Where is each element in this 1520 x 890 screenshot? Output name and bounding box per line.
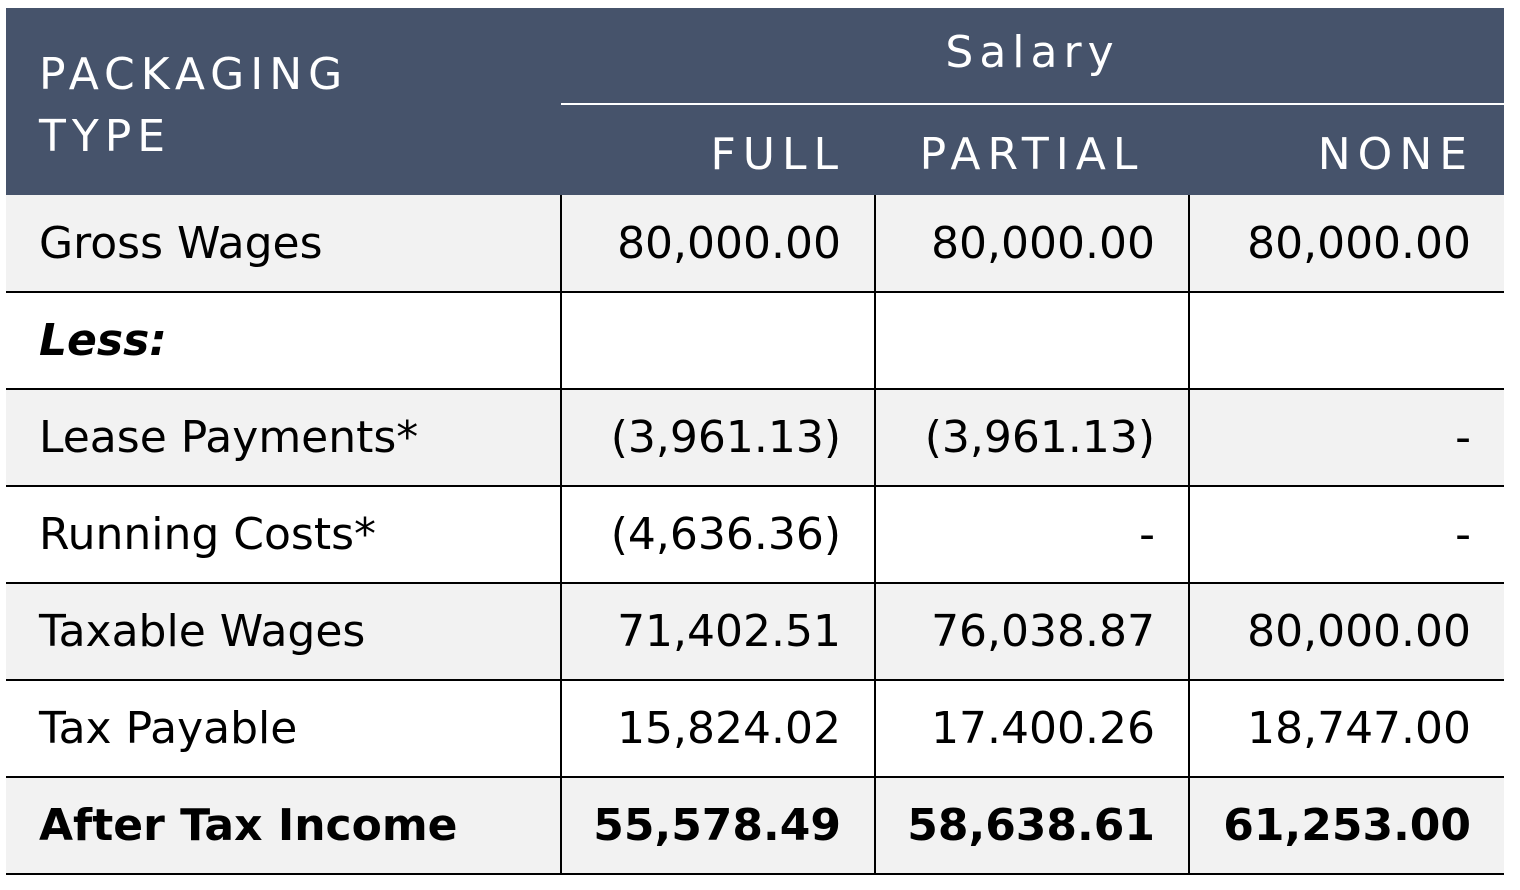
cell-partial: - — [874, 486, 1189, 584]
cell-partial — [874, 292, 1189, 390]
table-row-lease-payments: Lease Payments* (3,961.13) (3,961.13) - — [6, 389, 1505, 487]
row-label: Lease Payments* — [6, 389, 561, 487]
cell-full: (4,636.36) — [560, 486, 875, 584]
table-row-gross-wages: Gross Wages 80,000.00 80,000.00 80,000.0… — [6, 195, 1505, 293]
cell-full: 15,824.02 — [560, 680, 875, 778]
cell-full: 80,000.00 — [560, 195, 875, 293]
packaging-type-header-line1: PACKAGING — [39, 49, 349, 100]
column-header-none: NONE — [1317, 128, 1475, 180]
cell-none: - — [1187, 389, 1505, 487]
cell-partial: 76,038.87 — [874, 583, 1189, 681]
row-label: Tax Payable — [6, 680, 561, 778]
table-row-tax-payable: Tax Payable 15,824.02 17.400.26 18,747.0… — [6, 680, 1505, 778]
cell-none: 80,000.00 — [1187, 583, 1505, 681]
table-row-running-costs: Running Costs* (4,636.36) - - — [6, 486, 1505, 584]
cell-none: 80,000.00 — [1187, 195, 1505, 293]
salary-group-header: Salary — [561, 8, 1505, 105]
cell-partial: 80,000.00 — [874, 195, 1189, 293]
row-label: Taxable Wages — [6, 583, 561, 681]
salary-packaging-table: PACKAGING TYPE Salary FULL PARTIAL NONE G… — [6, 8, 1505, 875]
table-row-taxable-wages: Taxable Wages 71,402.51 76,038.87 80,000… — [6, 583, 1505, 681]
cell-full: (3,961.13) — [560, 389, 875, 487]
cell-full — [560, 292, 875, 390]
column-header-full: FULL — [710, 128, 845, 180]
header-row-top: PACKAGING TYPE Salary — [6, 8, 1505, 162]
cell-none: - — [1187, 486, 1505, 584]
cell-none: 61,253.00 — [1187, 777, 1505, 875]
cell-none — [1187, 292, 1505, 390]
row-label: Running Costs* — [6, 486, 561, 584]
cell-none: 18,747.00 — [1187, 680, 1505, 778]
cell-full: 71,402.51 — [560, 583, 875, 681]
cell-partial: (3,961.13) — [874, 389, 1189, 487]
row-label: After Tax Income — [6, 777, 561, 875]
table-row-after-tax-income: After Tax Income 55,578.49 58,638.61 61,… — [6, 777, 1505, 875]
cell-partial: 17.400.26 — [874, 680, 1189, 778]
cell-partial: 58,638.61 — [874, 777, 1189, 875]
cell-full: 55,578.49 — [560, 777, 875, 875]
packaging-type-header: PACKAGING TYPE — [6, 8, 561, 195]
row-label: Less: — [6, 292, 561, 390]
packaging-type-header-line2: TYPE — [39, 111, 172, 162]
column-header-partial: PARTIAL — [919, 128, 1145, 180]
table-row-less: Less: — [6, 292, 1505, 390]
row-label: Gross Wages — [6, 195, 561, 293]
